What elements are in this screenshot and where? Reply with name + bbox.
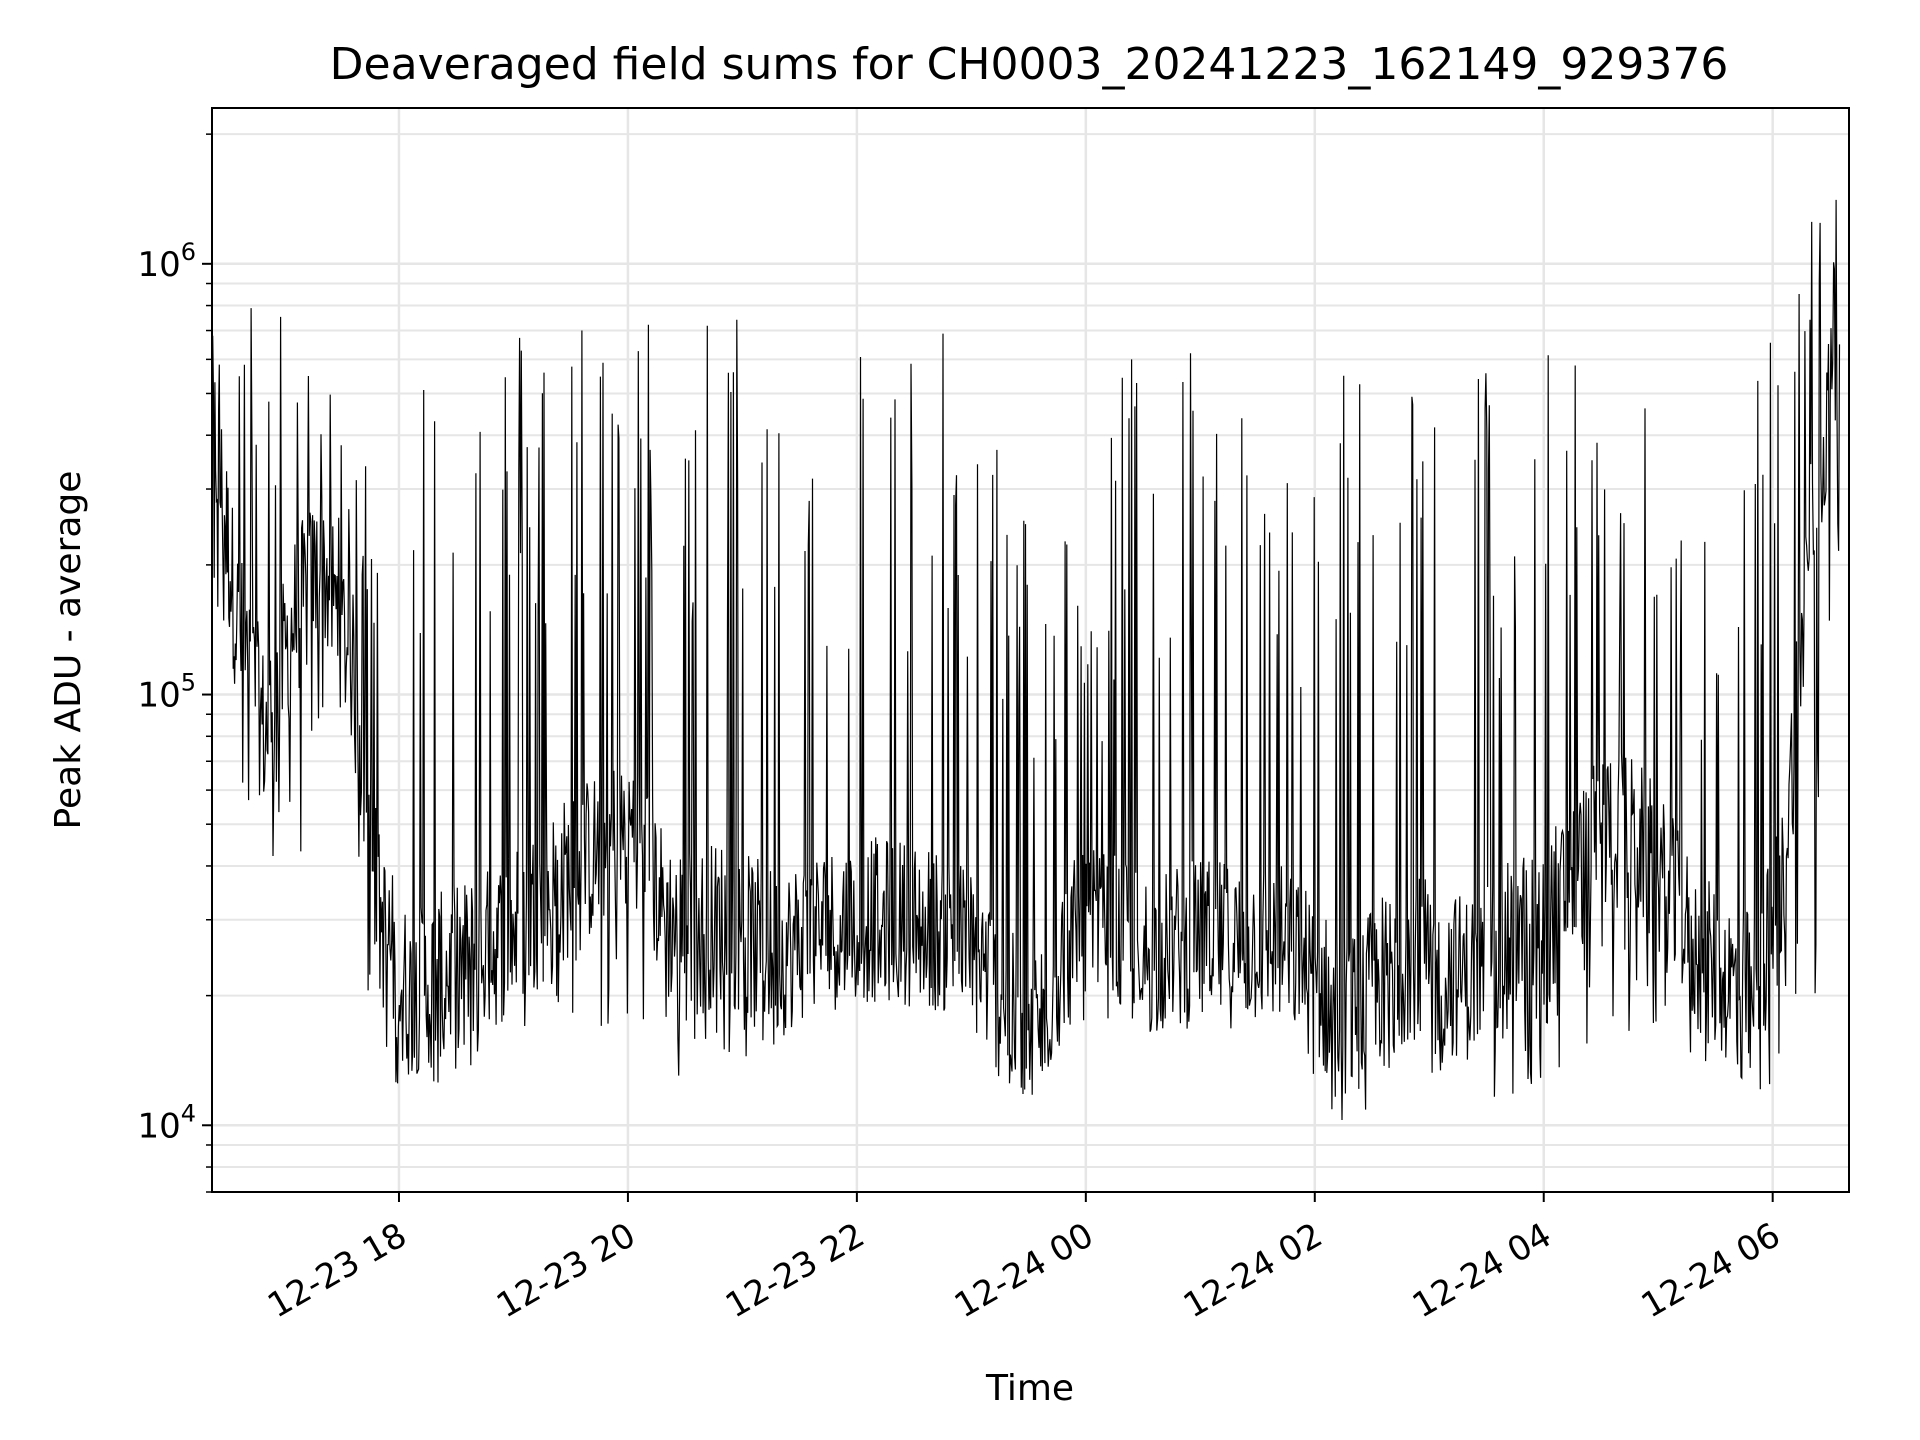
data-point: [751, 938, 753, 940]
data-point: [551, 890, 553, 892]
data-point: [1237, 946, 1239, 948]
data-point: [1466, 977, 1468, 979]
data-point: [808, 932, 810, 934]
data-point: [980, 961, 982, 963]
data-point: [1667, 890, 1669, 892]
data-point: [1352, 1014, 1354, 1016]
data-point: [1581, 865, 1583, 867]
data-point: [722, 919, 724, 921]
data-point: [1094, 932, 1096, 934]
data-point: [1638, 843, 1640, 845]
chart-title: Deaveraged field sums for CH0003_2024122…: [330, 39, 1729, 90]
data-point: [1180, 946, 1182, 948]
data-point: [1524, 932, 1526, 934]
data-point: [1781, 890, 1783, 892]
y-tick-label-base: 10: [137, 1106, 180, 1146]
data-point: [1123, 938, 1125, 940]
data-point: [264, 735, 266, 737]
data-point: [1753, 995, 1755, 997]
y-tick-label-exponent: 6: [181, 238, 196, 266]
data-point: [636, 823, 638, 825]
data-point: [951, 932, 953, 934]
data-point: [837, 925, 839, 927]
data-point: [1409, 953, 1411, 955]
data-point: [1381, 977, 1383, 979]
data-point: [1810, 522, 1812, 524]
data-point: [379, 919, 381, 921]
y-tick-label: 106: [137, 238, 196, 285]
data-point: [608, 843, 610, 845]
plot-frame: [211, 107, 1850, 1193]
data-point: [780, 953, 782, 955]
data-point: [236, 618, 238, 620]
y-tick-label-base: 10: [137, 245, 180, 285]
data-point: [923, 925, 925, 927]
data-point: [865, 919, 867, 921]
data-point: [293, 618, 295, 620]
data-point: [1066, 946, 1068, 948]
data-point: [522, 919, 524, 921]
data-point: [1266, 938, 1268, 940]
data-point: [1152, 953, 1154, 955]
data-point: [1438, 968, 1440, 970]
data-point: [1323, 995, 1325, 997]
data-point: [694, 932, 696, 934]
y-tick-label-base: 10: [137, 676, 180, 716]
data-point: [1009, 1014, 1011, 1016]
y-tick-label-exponent: 5: [181, 669, 196, 697]
data-point: [1724, 977, 1726, 979]
data-point: [408, 995, 410, 997]
y-axis-label: Peak ADU - average: [48, 471, 89, 830]
data-point: [579, 865, 581, 867]
data-point: [665, 919, 667, 921]
data-point: [1037, 1025, 1039, 1027]
data-point: [322, 564, 324, 566]
data-point: [1209, 938, 1211, 940]
data-point: [493, 946, 495, 948]
y-tick-label-exponent: 4: [181, 1099, 196, 1127]
data-point: [436, 977, 438, 979]
data-point: [350, 659, 352, 661]
data-point: [1295, 953, 1297, 955]
data-point: [1695, 953, 1697, 955]
data-point: [1610, 823, 1612, 825]
data-point: [465, 961, 467, 963]
data-point: [1495, 953, 1497, 955]
series-layer: [211, 199, 1841, 1121]
data-point: [1552, 907, 1554, 909]
data-point: [894, 919, 896, 921]
x-axis-label: Time: [985, 1368, 1074, 1409]
y-tick-label: 105: [137, 669, 196, 716]
y-tick-label: 104: [137, 1099, 196, 1146]
data-point: [1838, 343, 1840, 345]
series-line: [211, 199, 1841, 1121]
